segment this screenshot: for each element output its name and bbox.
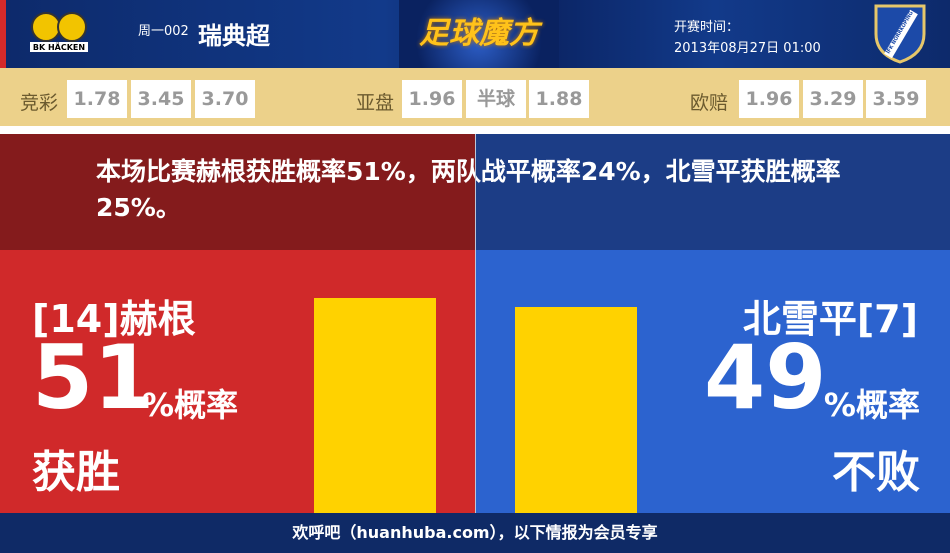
away-percent-unit: %概率 [823,386,920,424]
start-time: 2013年08月27日 01:00 [674,41,821,56]
prediction-summary: 本场比赛赫根获胜概率51%，两队战平概率24%，北雪平获胜概率25%。 [96,157,841,222]
jingcai-away-odds: 3.70 [195,80,255,118]
home-logo-text: BK HÄCKEN [33,42,85,52]
home-percent: 51 [32,326,155,429]
jingcai-home-odds: 1.78 [67,80,127,118]
away-outcome: 不败 [832,447,920,498]
away-panel: 北雪平[7] 49 %概率 不败 [476,250,950,513]
summary-right-bg [476,134,950,250]
jingcai-label: 竞彩 [20,92,59,114]
oupei-draw-odds: 3.29 [803,80,863,118]
home-percent-unit: %概率 [142,386,239,424]
away-percent: 49 [704,326,827,429]
match-code: 周一002 [138,24,189,39]
oupei-home-odds: 1.96 [739,80,799,118]
footer-banner: 欢呼吧（huanhuba.com），以下情报为会员专享 [0,513,950,553]
away-team-name: 北雪平[7] [742,297,918,341]
oupei-label: 欧赔 [690,92,729,114]
home-outcome: 获胜 [32,447,120,498]
odds-bar: 竞彩 1.78 3.45 3.70 亚盘 1.96 半球 1.88 欧赔 1.9… [0,68,950,130]
yapan-away-odds: 1.88 [529,80,589,118]
summary-left-bg [0,134,475,250]
match-header: BK HÄCKEN 周一002 瑞典超 足球魔方 开赛时间： 2013年08月2… [0,0,950,68]
yapan-home-odds: 1.96 [402,80,462,118]
home-team-name: [14]赫根 [32,297,196,341]
home-probability-bar [314,297,436,513]
brand-logo: 足球魔方 [399,0,559,68]
start-time-label: 开赛时间： [674,20,740,35]
center-divider [475,134,476,513]
yapan-handicap: 半球 [466,80,526,118]
home-team-logo: BK HÄCKEN [30,12,88,52]
away-probability-bar [515,307,637,513]
oupei-away-odds: 3.59 [866,80,926,118]
away-team-logo: IFK NORRKÖPING [874,4,926,64]
home-panel: [14]赫根 51 %概率 获胜 [0,250,475,513]
yapan-label: 亚盘 [356,92,395,114]
league-name: 瑞典超 [198,22,270,50]
jingcai-draw-odds: 3.45 [131,80,191,118]
